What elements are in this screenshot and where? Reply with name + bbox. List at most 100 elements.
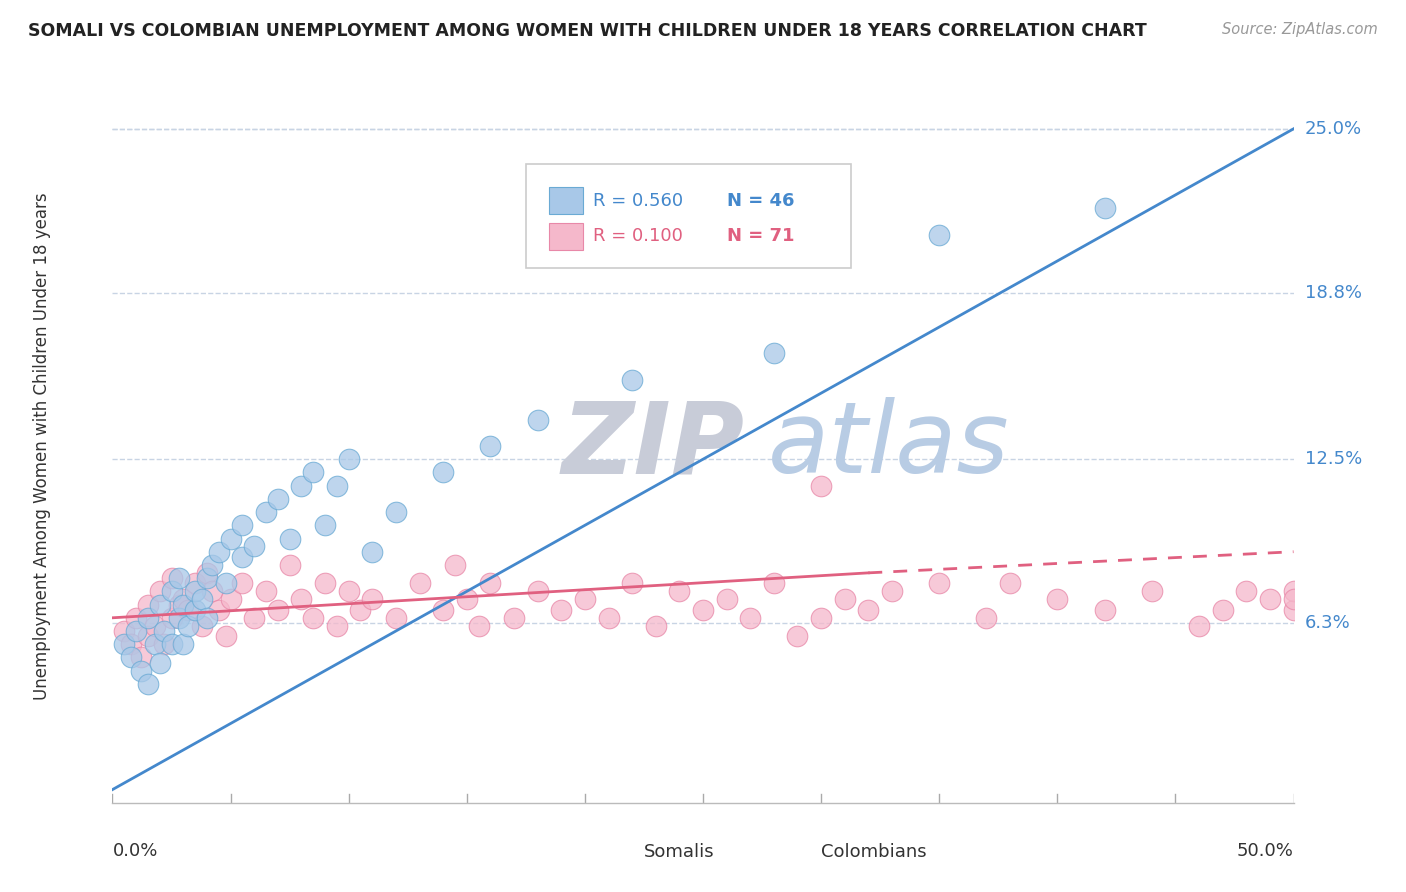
Point bbox=[526, 412, 548, 426]
Point bbox=[254, 505, 277, 519]
Point bbox=[526, 584, 548, 599]
Text: SOMALI VS COLOMBIAN UNEMPLOYMENT AMONG WOMEN WITH CHILDREN UNDER 18 YEARS CORREL: SOMALI VS COLOMBIAN UNEMPLOYMENT AMONG W… bbox=[28, 22, 1147, 40]
Point bbox=[125, 611, 148, 625]
Point bbox=[172, 598, 194, 612]
Point bbox=[668, 584, 690, 599]
Point bbox=[762, 346, 785, 360]
Point bbox=[243, 611, 266, 625]
Text: Colombians: Colombians bbox=[821, 843, 927, 861]
Point bbox=[1094, 201, 1116, 215]
Point bbox=[1188, 618, 1211, 632]
Point bbox=[201, 584, 224, 599]
Point bbox=[160, 584, 183, 599]
Point bbox=[177, 618, 200, 632]
Point bbox=[314, 518, 336, 533]
Point bbox=[120, 650, 142, 665]
FancyBboxPatch shape bbox=[526, 164, 851, 268]
Point bbox=[153, 624, 176, 638]
Point bbox=[467, 618, 489, 632]
Point bbox=[195, 611, 218, 625]
Point bbox=[810, 611, 832, 625]
Point bbox=[479, 439, 502, 453]
Point bbox=[1282, 603, 1305, 617]
Point bbox=[644, 618, 666, 632]
Point bbox=[184, 603, 207, 617]
Point bbox=[219, 592, 242, 607]
Point bbox=[167, 598, 190, 612]
Point bbox=[153, 637, 176, 651]
Point bbox=[208, 603, 231, 617]
Point bbox=[278, 558, 301, 572]
Point bbox=[1094, 603, 1116, 617]
Point bbox=[361, 545, 384, 559]
Point bbox=[184, 576, 207, 591]
Point bbox=[1212, 603, 1234, 617]
Point bbox=[385, 611, 408, 625]
Point bbox=[337, 452, 360, 467]
Point bbox=[1258, 592, 1281, 607]
Point bbox=[1046, 592, 1069, 607]
Point bbox=[149, 656, 172, 670]
Text: 25.0%: 25.0% bbox=[1305, 120, 1362, 138]
Point bbox=[278, 532, 301, 546]
Point bbox=[112, 624, 135, 638]
Text: N = 46: N = 46 bbox=[727, 192, 794, 210]
Point bbox=[810, 478, 832, 492]
Point bbox=[880, 584, 903, 599]
Point bbox=[314, 576, 336, 591]
Bar bbox=[603, 838, 636, 865]
Point bbox=[160, 637, 183, 651]
Point bbox=[167, 611, 190, 625]
Point bbox=[928, 576, 950, 591]
Point bbox=[136, 629, 159, 643]
Bar bbox=[550, 187, 582, 214]
Point bbox=[928, 227, 950, 242]
Point bbox=[149, 584, 172, 599]
Point bbox=[136, 598, 159, 612]
Point bbox=[125, 624, 148, 638]
Point bbox=[267, 491, 290, 506]
Point bbox=[574, 592, 596, 607]
Text: 12.5%: 12.5% bbox=[1305, 450, 1362, 468]
Point bbox=[184, 584, 207, 599]
Point bbox=[201, 558, 224, 572]
Point bbox=[208, 545, 231, 559]
Point bbox=[858, 603, 880, 617]
Point bbox=[243, 540, 266, 554]
Point bbox=[195, 566, 218, 580]
Point bbox=[1140, 584, 1163, 599]
Bar bbox=[780, 838, 813, 865]
Point bbox=[337, 584, 360, 599]
Text: Source: ZipAtlas.com: Source: ZipAtlas.com bbox=[1222, 22, 1378, 37]
Text: 0.0%: 0.0% bbox=[112, 842, 157, 860]
Point bbox=[143, 637, 166, 651]
Point bbox=[1282, 584, 1305, 599]
Point bbox=[160, 571, 183, 585]
Point bbox=[302, 466, 325, 480]
Point bbox=[302, 611, 325, 625]
Point bbox=[172, 637, 194, 651]
Point bbox=[598, 611, 620, 625]
Point bbox=[361, 592, 384, 607]
Point bbox=[215, 576, 238, 591]
Point bbox=[195, 571, 218, 585]
Point bbox=[326, 478, 349, 492]
Point bbox=[143, 618, 166, 632]
Point bbox=[231, 576, 253, 591]
Point bbox=[976, 611, 998, 625]
Point bbox=[172, 592, 194, 607]
Text: atlas: atlas bbox=[768, 398, 1010, 494]
Point bbox=[762, 576, 785, 591]
Point bbox=[998, 576, 1021, 591]
Point bbox=[716, 592, 738, 607]
Point bbox=[479, 576, 502, 591]
Point bbox=[231, 549, 253, 564]
Point bbox=[191, 618, 214, 632]
Text: R = 0.100: R = 0.100 bbox=[593, 227, 683, 245]
Point bbox=[215, 629, 238, 643]
Point bbox=[129, 664, 152, 678]
Point bbox=[177, 603, 200, 617]
Text: R = 0.560: R = 0.560 bbox=[593, 192, 683, 210]
Text: 6.3%: 6.3% bbox=[1305, 614, 1350, 632]
Point bbox=[444, 558, 467, 572]
